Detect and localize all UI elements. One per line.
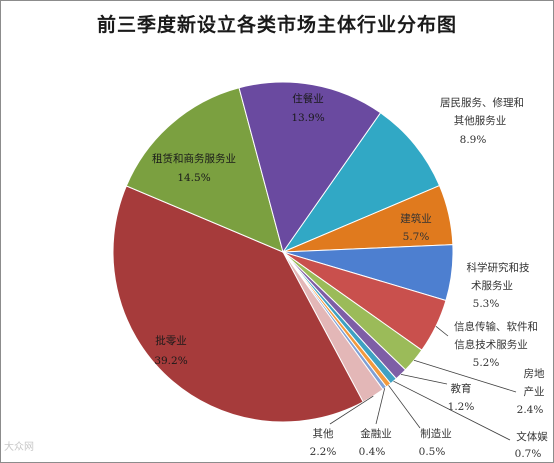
label-jinrong: 金融业 — [360, 427, 392, 440]
label-xinxi-line1: 信息传输、软件和 — [454, 320, 538, 333]
label-jiaoyu-pct: 1.2% — [448, 401, 475, 413]
pie-slices — [112, 81, 454, 423]
label-zhucan: 住餐业 — [292, 92, 324, 105]
label-jianzhu-pct: 5.7% — [403, 231, 430, 243]
label-xinxi-line2: 信息技术服务业 — [454, 338, 528, 351]
leader-line-9 — [329, 395, 374, 425]
label-jumin-line2: 其他服务业 — [454, 114, 507, 127]
leader-line-8 — [375, 388, 386, 425]
label-qita-pct: 2.2% — [310, 446, 337, 458]
label-fangdi-line1: 房地 — [524, 367, 545, 380]
label-zhucan-pct: 13.9% — [291, 112, 324, 124]
pie-slice-10 — [112, 185, 364, 423]
label-jumin-pct: 8.9% — [460, 134, 487, 146]
label-piling: 批零业 — [155, 334, 187, 347]
pie-slice-12 — [238, 81, 382, 254]
label-keyan-line2: 术服务业 — [471, 279, 513, 292]
label-keyan-pct: 5.3% — [473, 298, 500, 310]
label-zulin: 租赁和商务服务业 — [152, 152, 236, 165]
leader-line-5 — [400, 374, 448, 385]
chart-title: 前三季度新设立各类市场主体行业分布图 — [96, 14, 457, 36]
label-jumin-line1: 居民服务、修理和 — [440, 96, 524, 109]
pie-slice-0 — [281, 112, 441, 254]
label-keyan-line1: 科学研究和技 — [467, 261, 530, 274]
label-piling-pct: 39.2% — [154, 355, 187, 367]
pie-slice-11 — [125, 87, 284, 253]
label-qita: 其他 — [313, 427, 334, 440]
label-zhizao: 制造业 — [420, 427, 452, 440]
label-fangdi-line2: 产业 — [524, 385, 545, 398]
label-jianzhu: 建筑业 — [400, 212, 432, 225]
leader-line-7 — [388, 385, 421, 429]
label-jiaoyu: 教育 — [451, 382, 472, 395]
label-fangdi-pct: 2.4% — [517, 404, 544, 416]
label-zulin-pct: 14.5% — [177, 172, 210, 184]
watermark-logo: 大众网 — [4, 442, 34, 453]
leader-line-6 — [393, 380, 511, 441]
label-wenti: 文体娱 — [516, 430, 548, 443]
leader-line-3 — [435, 325, 449, 337]
leader-lines — [329, 325, 517, 441]
label-zhizao-pct: 0.5% — [419, 446, 446, 458]
label-jinrong-pct: 0.4% — [359, 446, 386, 458]
label-wenti-pct: 0.7% — [515, 448, 542, 460]
leader-line-4 — [413, 359, 517, 393]
label-xinxi-pct: 5.2% — [473, 357, 500, 369]
